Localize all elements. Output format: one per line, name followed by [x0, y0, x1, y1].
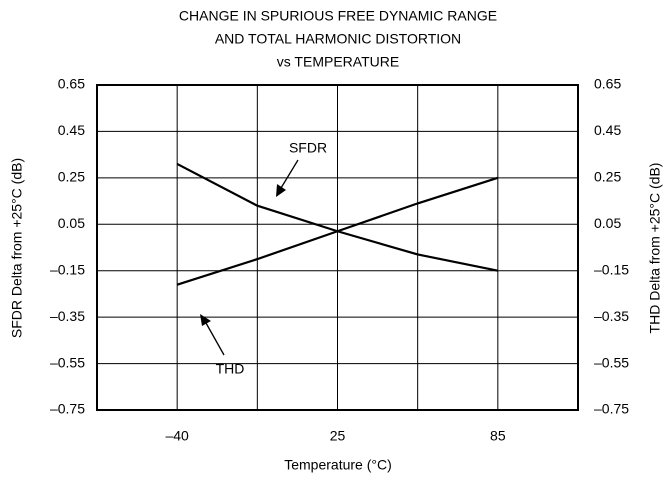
x-tick-label: 85: [490, 428, 506, 444]
x-axis-label: Temperature (°C): [284, 457, 392, 473]
x-tick-label: –40: [165, 428, 189, 444]
series-line: [176, 176, 499, 286]
y2-tick-label: 0.25: [594, 169, 621, 185]
y-tick-label: 0.05: [58, 215, 85, 231]
plot-frame: [96, 84, 579, 411]
y2-tick-label: 0.65: [594, 76, 621, 92]
chart-title: CHANGE IN SPURIOUS FREE DYNAMIC RANGE: [179, 8, 497, 24]
y-tick-label: –0.15: [50, 261, 85, 277]
y2-tick-label: –0.35: [594, 308, 629, 324]
y-tick-label: –0.55: [50, 354, 85, 370]
y2-tick-label: –0.55: [594, 354, 629, 370]
y2-tick-label: 0.45: [594, 122, 621, 138]
y-tick-label: 0.45: [58, 122, 85, 138]
y2-tick-label: –0.15: [594, 261, 629, 277]
annotation-arrow: [200, 159, 299, 356]
annotation: SFDR: [289, 140, 327, 156]
y-tick-label: –0.75: [50, 401, 85, 417]
y-tick-label: 0.25: [58, 169, 85, 185]
x-tick-label: 25: [330, 428, 346, 444]
y-axis-label: SFDR Delta from +25°C (dB): [9, 158, 25, 338]
y2-axis-label: THD Delta from +25°C (dB): [647, 163, 663, 334]
chart-title: AND TOTAL HARMONIC DISTORTION: [215, 31, 461, 47]
y-tick-label: 0.65: [58, 76, 85, 92]
chart-title: vs TEMPERATURE: [277, 54, 399, 70]
y2-tick-label: 0.05: [594, 215, 621, 231]
annotation: THD: [216, 361, 245, 377]
y-tick-label: –0.35: [50, 308, 85, 324]
y2-tick-label: –0.75: [594, 401, 629, 417]
